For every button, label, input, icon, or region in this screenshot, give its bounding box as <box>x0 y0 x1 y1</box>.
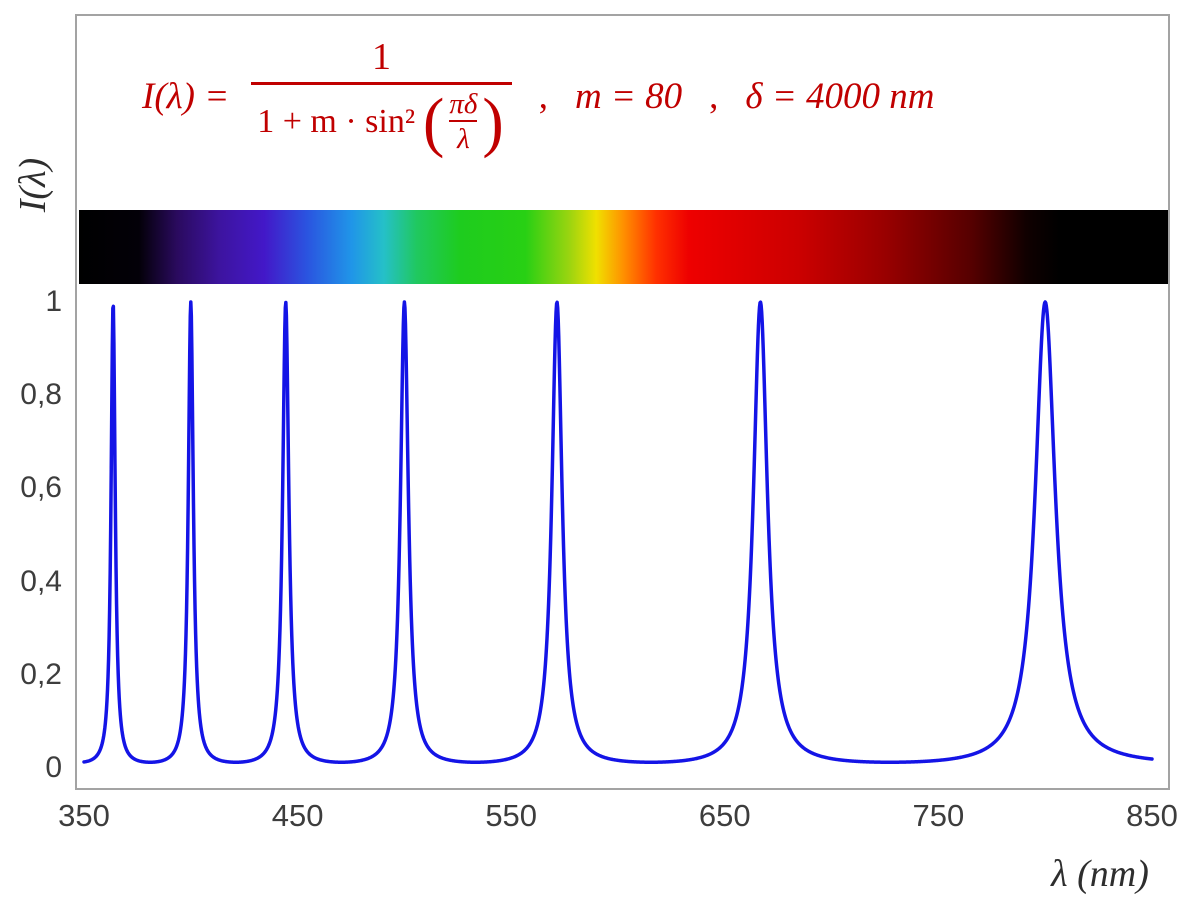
open-paren: ( <box>423 83 445 159</box>
visible-spectrum-bar <box>79 210 1168 284</box>
x-tick-label: 850 <box>1126 798 1178 833</box>
fraction-bar <box>251 81 512 85</box>
x-tick-label: 350 <box>58 798 110 833</box>
y-tick-label: 0 <box>45 751 62 784</box>
y-tick-label: 0,8 <box>20 378 62 412</box>
comma-separator-1: , <box>538 75 548 117</box>
param-delta: δ = 4000 nm <box>745 75 935 117</box>
y-tick-label: 0,6 <box>20 471 62 505</box>
y-tick-label: 0,4 <box>20 564 62 598</box>
x-tick-label: 650 <box>698 798 751 833</box>
close-paren: ) <box>482 83 504 159</box>
x-axis-label: λ (nm) <box>1051 853 1149 895</box>
y-tick-label: 0,2 <box>20 657 62 691</box>
x-tick-label: 750 <box>912 798 965 833</box>
formula-lhs: I(λ) = <box>142 75 230 117</box>
y-tick-label: 1 <box>45 285 62 318</box>
y-axis-label: I(λ) <box>12 157 54 213</box>
comma-separator-2: , <box>709 75 719 117</box>
inner-denominator: λ <box>457 123 470 156</box>
formula-fraction: 1 1 + m · sin² ( πδ λ ) <box>251 36 512 159</box>
x-tick-label: 550 <box>485 798 538 833</box>
denominator-prefix: 1 + m · sin² <box>257 102 416 140</box>
formula-numerator: 1 <box>371 36 391 79</box>
inner-fraction: πδ λ <box>449 87 478 156</box>
formula-title: I(λ) = 1 1 + m · sin² ( πδ λ ) , m = 80 … <box>142 28 935 164</box>
inner-numerator: πδ <box>449 87 478 120</box>
inner-fraction-bar <box>449 120 478 123</box>
param-m: m = 80 <box>574 75 683 117</box>
x-tick-label: 450 <box>271 798 324 833</box>
formula-denominator: 1 + m · sin² ( πδ λ ) <box>251 83 511 159</box>
